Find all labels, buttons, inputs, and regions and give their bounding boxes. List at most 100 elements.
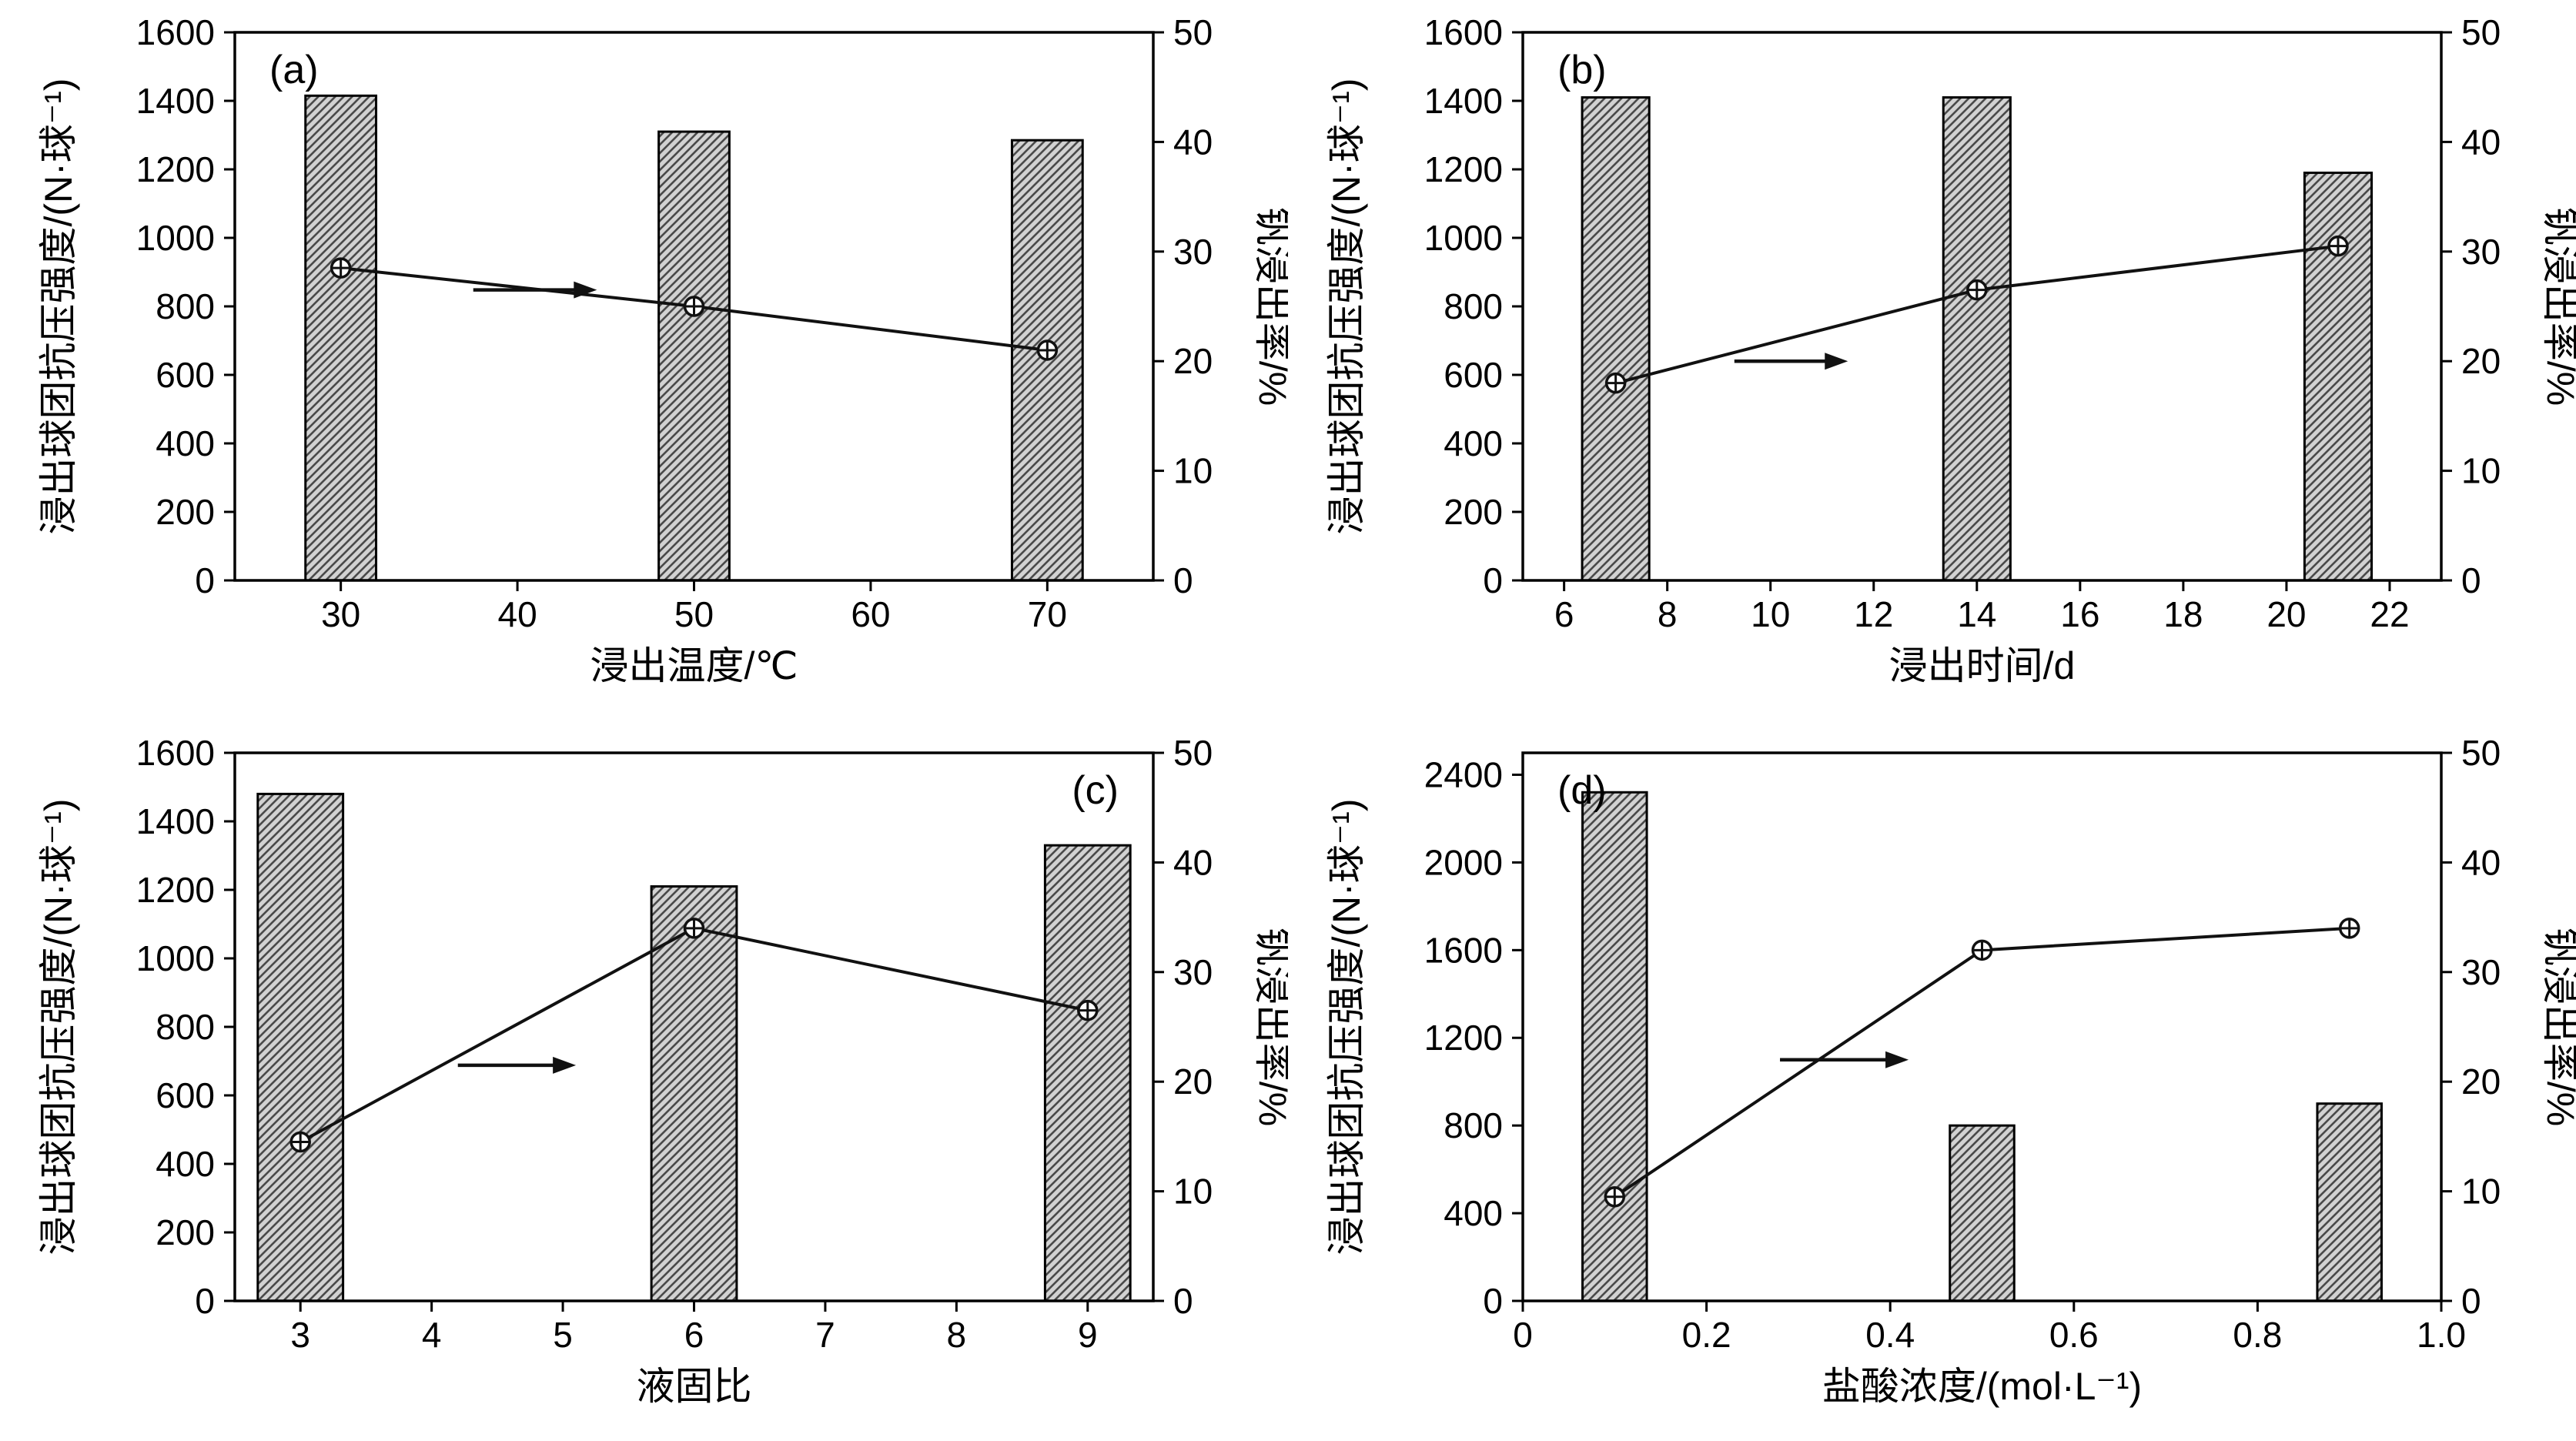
bar-c-2 (1043, 844, 1132, 1302)
y-left-tick-label: 600 (156, 1075, 215, 1115)
x-tick-label: 8 (1658, 594, 1678, 634)
x-tick-label: 40 (497, 594, 537, 634)
chart-svg-b: 6 8 10 12 14 16 18 20 22020040060080010001200140… (1325, 12, 2576, 687)
x-tick-label: 3 (290, 1315, 310, 1355)
x-tick-label: 30 (321, 594, 360, 634)
y-left-tick-label: 1600 (136, 733, 215, 773)
y-right-axis-title: 钒浸出率/% (1251, 207, 1288, 406)
plot-frame (1521, 751, 2443, 1302)
x-axis-title: 浸出温度/℃ (590, 644, 798, 687)
y-left-tick-label: 400 (156, 423, 215, 463)
x-tick-label: 60 (851, 594, 890, 634)
y-right-tick-label: 30 (1173, 952, 1213, 992)
y-left-axis-title: 浸出球团抗压强度/(N·球⁻¹) (37, 799, 80, 1255)
y-left-tick-label: 1600 (1424, 930, 1503, 970)
y-left-tick-label: 0 (1483, 1281, 1503, 1321)
bar-d-2 (2316, 1102, 2383, 1302)
y-right-tick-label: 30 (2461, 232, 2501, 272)
y-left-tick-label: 1000 (136, 938, 215, 978)
bar-b-1 (1942, 96, 2012, 582)
y-right-tick-label: 40 (1173, 842, 1213, 882)
y-right-tick-label: 50 (1173, 12, 1213, 52)
bar-c-1 (650, 885, 738, 1302)
y-left-tick-label: 1200 (1424, 149, 1503, 189)
y-right-axis-title: 钒浸出率/% (2539, 207, 2576, 406)
y-right-tick-label: 0 (2461, 1281, 2481, 1321)
x-tick-label: 0.8 (2233, 1315, 2282, 1355)
bar-b-2 (2303, 171, 2374, 582)
y-left-tick-label: 2000 (1424, 842, 1503, 882)
chart-svg-d: 0 0.2 0.4 0.6 0.8 1.0040080012001600200024000… (1325, 733, 2576, 1408)
y-right-tick-label: 50 (2461, 12, 2501, 52)
y-right-tick-label: 10 (1173, 1172, 1213, 1212)
chart-svg-c: 3 4 5 6 7 8 9 0 200 400 600 800 1000 1200 1400 1600 0 10 2… (37, 733, 1288, 1408)
y-right-tick-label: 20 (1173, 1062, 1213, 1102)
y-right-tick-label: 40 (1173, 122, 1213, 162)
y-left-tick-label: 800 (1444, 286, 1503, 326)
x-tick-label: 20 (2267, 594, 2306, 634)
y-right-tick-label: 30 (2461, 952, 2501, 992)
y-left-tick-label: 1400 (1424, 81, 1503, 121)
chart-panel-d: 0 0.2 0.4 0.6 0.8 1.0 0 400 800 1200 1600 2000 2400 0… (1288, 720, 2576, 1441)
x-tick-label: 8 (947, 1315, 967, 1355)
y-right-tick-label: 20 (2461, 1062, 2501, 1102)
y-left-tick-label: 200 (156, 1212, 215, 1252)
x-tick-label: 70 (1028, 594, 1067, 634)
x-tick-label: 0.4 (1865, 1315, 1915, 1355)
y-right-tick-label: 0 (1173, 560, 1193, 600)
y-right-tick-label: 0 (1173, 1281, 1193, 1321)
x-tick-label: 14 (1957, 594, 1996, 634)
y-left-tick-label: 800 (156, 286, 215, 326)
y-left-tick-label: 1000 (1424, 218, 1503, 258)
y-left-tick-label: 400 (156, 1144, 215, 1184)
y-left-tick-label: 200 (156, 492, 215, 532)
axis-indicator-arrow-head (553, 1056, 577, 1074)
y-left-axis-title: 浸出球团抗压强度/(N·球⁻¹) (1325, 799, 1368, 1255)
y-left-tick-label: 1200 (136, 870, 215, 910)
y-left-tick-label: 1200 (1424, 1018, 1503, 1058)
y-left-tick-label: 800 (156, 1007, 215, 1047)
y-right-tick-label: 50 (1173, 733, 1213, 773)
y-right-tick-label: 10 (2461, 1172, 2501, 1212)
chart-panel-a: 30 40 50 60 70 0 200 400 600 800 1000 1200 1400 1600 0… (0, 0, 1288, 720)
chart-svg-a: 30 40 50 60 70 0 200 400 600 800 1000 1200 1400 1600 0… (37, 12, 1288, 687)
bar-a-1 (657, 130, 731, 582)
y-left-tick-label: 800 (1444, 1105, 1503, 1145)
panel-label: (d) (1557, 768, 1607, 813)
y-left-tick-label: 1400 (136, 801, 215, 841)
y-right-tick-label: 40 (2461, 842, 2501, 882)
x-tick-label: 22 (2370, 594, 2409, 634)
bar-a-0 (304, 94, 378, 582)
y-left-tick-label: 0 (195, 560, 215, 600)
y-left-tick-label: 1600 (1424, 12, 1503, 52)
chart-panel-c: 3 4 5 6 7 8 9 0 200 400 600 800 1000 1200 1400 1600 0 10 2… (0, 720, 1288, 1441)
y-left-tick-label: 600 (156, 355, 215, 395)
x-tick-label: 18 (2163, 594, 2203, 634)
y-left-tick-label: 400 (1444, 1193, 1503, 1233)
x-tick-label: 6 (684, 1315, 704, 1355)
x-tick-label: 0 (1513, 1315, 1533, 1355)
panel-label: (c) (1072, 768, 1119, 813)
y-right-tick-label: 10 (1173, 451, 1213, 491)
y-right-tick-label: 30 (1173, 232, 1213, 272)
y-left-tick-label: 1600 (136, 12, 215, 52)
x-tick-label: 16 (2060, 594, 2099, 634)
panel-label: (b) (1557, 48, 1607, 92)
bar-b-0 (1581, 96, 1651, 582)
x-tick-label: 9 (1078, 1315, 1098, 1355)
y-right-tick-label: 0 (2461, 560, 2481, 600)
axis-indicator-arrow-head (1885, 1051, 1909, 1068)
y-right-axis-title: 钒浸出率/% (2539, 928, 2576, 1126)
x-tick-label: 50 (674, 594, 714, 634)
x-tick-label: 5 (553, 1315, 573, 1355)
y-left-tick-label: 2400 (1424, 754, 1503, 794)
x-tick-label: 1.0 (2417, 1315, 2466, 1355)
y-right-tick-label: 40 (2461, 122, 2501, 162)
bar-d-0 (1581, 791, 1648, 1302)
y-right-tick-label: 20 (1173, 341, 1213, 381)
x-tick-label: 4 (422, 1315, 442, 1355)
x-tick-label: 0.2 (1682, 1315, 1731, 1355)
y-left-tick-label: 0 (195, 1281, 215, 1321)
x-tick-label: 7 (815, 1315, 835, 1355)
